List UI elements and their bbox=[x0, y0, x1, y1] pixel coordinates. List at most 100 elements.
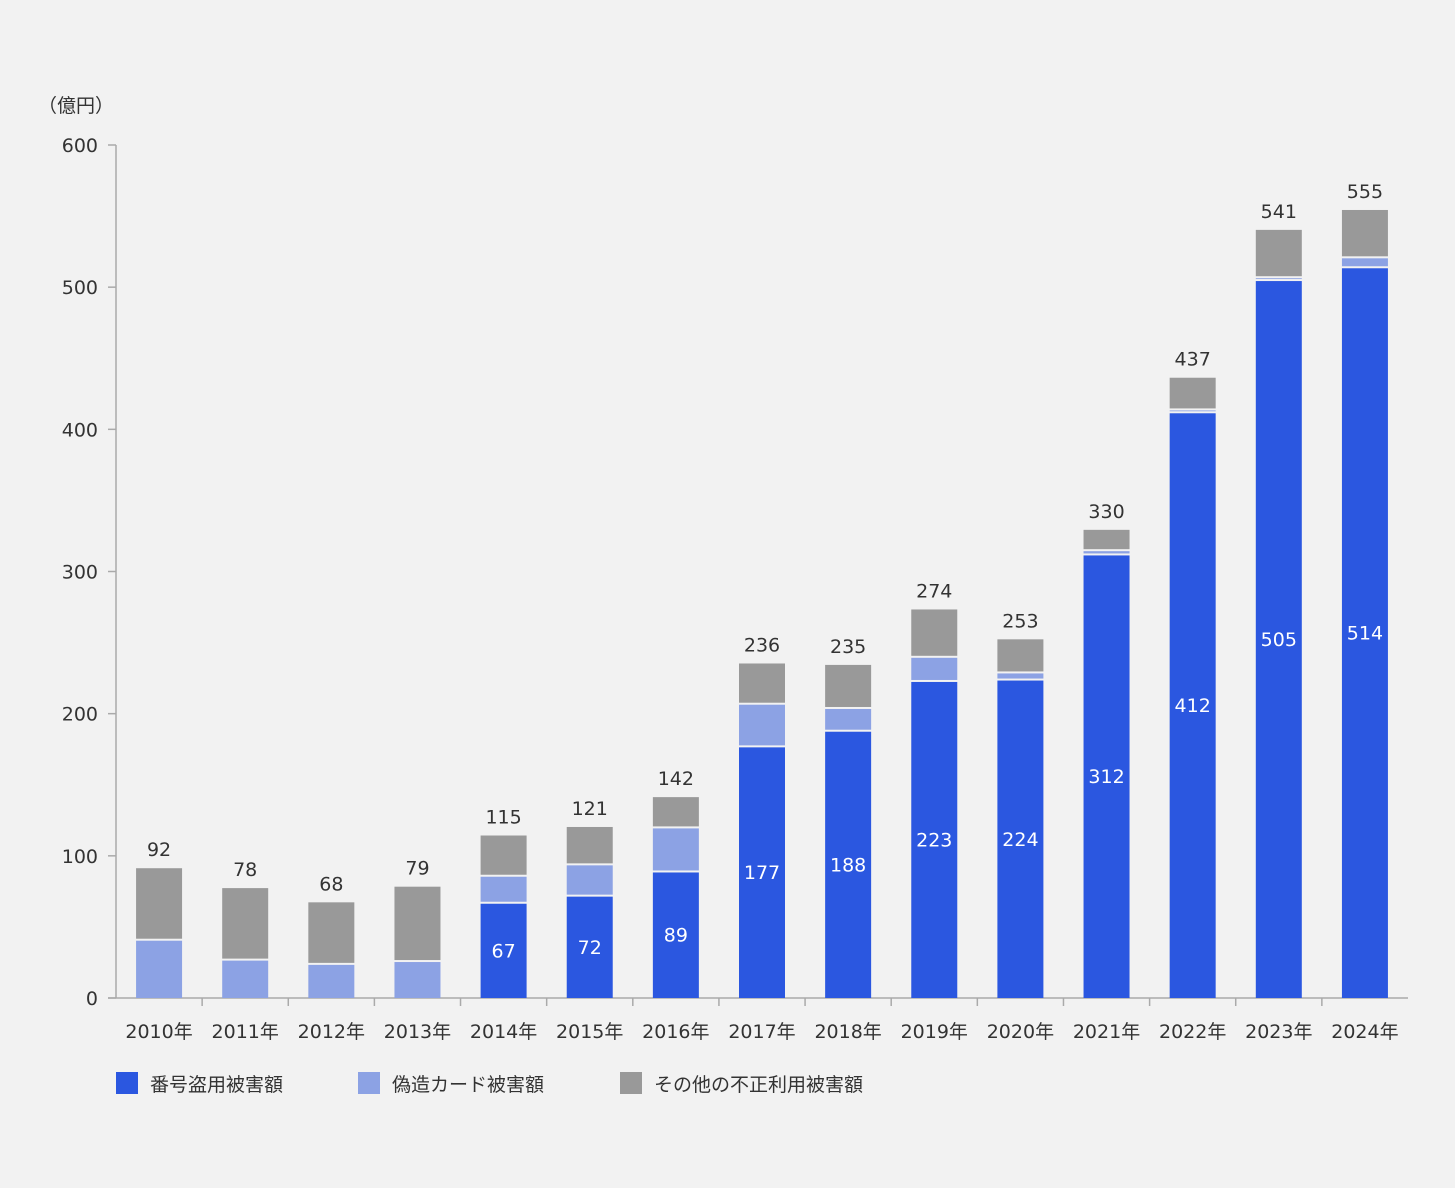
bar-segment bbox=[566, 826, 613, 864]
bar-segment bbox=[480, 876, 527, 902]
x-category-label: 2010年 bbox=[125, 1021, 192, 1043]
y-tick-label: 400 bbox=[62, 419, 98, 441]
bar-value-label: 67 bbox=[492, 940, 516, 962]
legend-swatch bbox=[620, 1072, 642, 1094]
legend-label: その他の不正利用被害額 bbox=[654, 1074, 863, 1096]
bar-segment bbox=[1255, 281, 1302, 998]
x-category-label: 2020年 bbox=[987, 1021, 1054, 1043]
legend-swatch bbox=[116, 1072, 138, 1094]
y-tick-label: 0 bbox=[86, 988, 98, 1010]
bar-segment bbox=[394, 962, 441, 998]
bar-value-label: 312 bbox=[1088, 766, 1124, 788]
bar-segment bbox=[308, 964, 355, 998]
bar-segment bbox=[222, 960, 269, 998]
x-category-label: 2024年 bbox=[1331, 1021, 1398, 1043]
x-category-label: 2011年 bbox=[212, 1021, 279, 1043]
y-tick-label: 600 bbox=[62, 135, 98, 157]
bar-segment bbox=[739, 704, 785, 746]
bar-value-label: 412 bbox=[1175, 695, 1211, 717]
bar-segment bbox=[997, 639, 1044, 672]
bar-segment bbox=[652, 797, 699, 827]
x-category-label: 2017年 bbox=[728, 1021, 795, 1043]
legend: 番号盗用被害額 偽造カード被害額 その他の不正利用被害額 bbox=[116, 1072, 863, 1096]
bar-segment bbox=[1083, 555, 1130, 998]
bar-segment bbox=[1083, 551, 1130, 554]
y-tick-label: 300 bbox=[62, 562, 98, 584]
bar-segment bbox=[136, 940, 183, 998]
bar-total-label: 274 bbox=[916, 580, 952, 602]
bar-value-label: 224 bbox=[1002, 829, 1038, 851]
bar-value-label: 72 bbox=[578, 937, 602, 959]
legend-item: 偽造カード被害額 bbox=[358, 1072, 544, 1096]
x-category-label: 2022年 bbox=[1159, 1021, 1226, 1043]
y-axis-unit-label: （億円） bbox=[38, 95, 114, 117]
x-category-label: 2018年 bbox=[814, 1021, 881, 1043]
x-category-label: 2016年 bbox=[642, 1021, 709, 1043]
bar-segment bbox=[1255, 229, 1302, 277]
bar-segment bbox=[1083, 529, 1130, 550]
y-tick-label: 200 bbox=[62, 704, 98, 726]
legend-item: その他の不正利用被害額 bbox=[620, 1072, 863, 1096]
bar-total-label: 79 bbox=[405, 858, 429, 880]
y-tick-label: 100 bbox=[62, 846, 98, 868]
bar-value-label: 505 bbox=[1261, 629, 1297, 651]
bar-total-label: 142 bbox=[658, 768, 694, 790]
legend-item: 番号盗用被害額 bbox=[116, 1072, 283, 1096]
bar-segment bbox=[997, 673, 1044, 679]
bar-total-label: 235 bbox=[830, 636, 866, 658]
bar-segment bbox=[911, 657, 958, 680]
bar-segment bbox=[480, 903, 527, 998]
labels: 92 2010年 78 2011年 68 2012年 79 2013年 67 115 2014年 72… bbox=[125, 181, 1398, 1043]
bar-segment bbox=[308, 902, 355, 963]
bar-total-label: 253 bbox=[1002, 610, 1038, 632]
bar-segment bbox=[911, 609, 958, 656]
bar-segment bbox=[1255, 278, 1302, 280]
bar-segment bbox=[1169, 377, 1216, 409]
bar-segment bbox=[739, 663, 785, 703]
bar-total-label: 236 bbox=[744, 634, 780, 656]
bar-segment bbox=[1169, 410, 1216, 412]
bar-total-label: 68 bbox=[319, 873, 343, 895]
bar-segment bbox=[825, 664, 872, 707]
bar-segment bbox=[739, 747, 785, 998]
bar-total-label: 121 bbox=[572, 798, 608, 820]
bar-segment bbox=[566, 896, 613, 998]
bar-segment bbox=[825, 708, 872, 730]
bar-segment bbox=[652, 828, 699, 871]
x-category-label: 2015年 bbox=[556, 1021, 623, 1043]
legend-swatch bbox=[358, 1072, 380, 1094]
bar-segment bbox=[1169, 413, 1216, 999]
bar-segment bbox=[222, 888, 269, 959]
bar-segment bbox=[1341, 268, 1388, 999]
bar-value-label: 188 bbox=[830, 854, 866, 876]
y-tick-label: 500 bbox=[62, 277, 98, 299]
x-category-label: 2013年 bbox=[384, 1021, 451, 1043]
bars bbox=[136, 209, 1388, 999]
bar-total-label: 437 bbox=[1175, 349, 1211, 371]
bar-segment bbox=[566, 865, 613, 895]
bar-total-label: 78 bbox=[233, 859, 257, 881]
bar-total-label: 555 bbox=[1347, 181, 1383, 203]
bar-segment bbox=[825, 731, 872, 998]
x-category-label: 2014年 bbox=[470, 1021, 537, 1043]
legend-label: 偽造カード被害額 bbox=[392, 1074, 544, 1096]
bar-segment bbox=[480, 835, 527, 875]
bar-value-label: 177 bbox=[744, 862, 780, 884]
bar-value-label: 89 bbox=[664, 925, 688, 947]
bar-segment bbox=[911, 681, 958, 998]
bar-segment bbox=[136, 868, 183, 939]
bar-total-label: 115 bbox=[485, 807, 521, 829]
x-category-label: 2021年 bbox=[1073, 1021, 1140, 1043]
bar-segment bbox=[1341, 258, 1388, 267]
bar-segment bbox=[1341, 209, 1388, 257]
bar-total-label: 541 bbox=[1261, 201, 1297, 223]
bar-segment bbox=[394, 886, 441, 961]
x-category-label: 2019年 bbox=[901, 1021, 968, 1043]
legend-label: 番号盗用被害額 bbox=[150, 1074, 283, 1096]
bar-value-label: 514 bbox=[1347, 623, 1383, 645]
bar-total-label: 330 bbox=[1088, 501, 1124, 523]
bar-segment bbox=[652, 872, 699, 998]
bar-value-label: 223 bbox=[916, 829, 952, 851]
